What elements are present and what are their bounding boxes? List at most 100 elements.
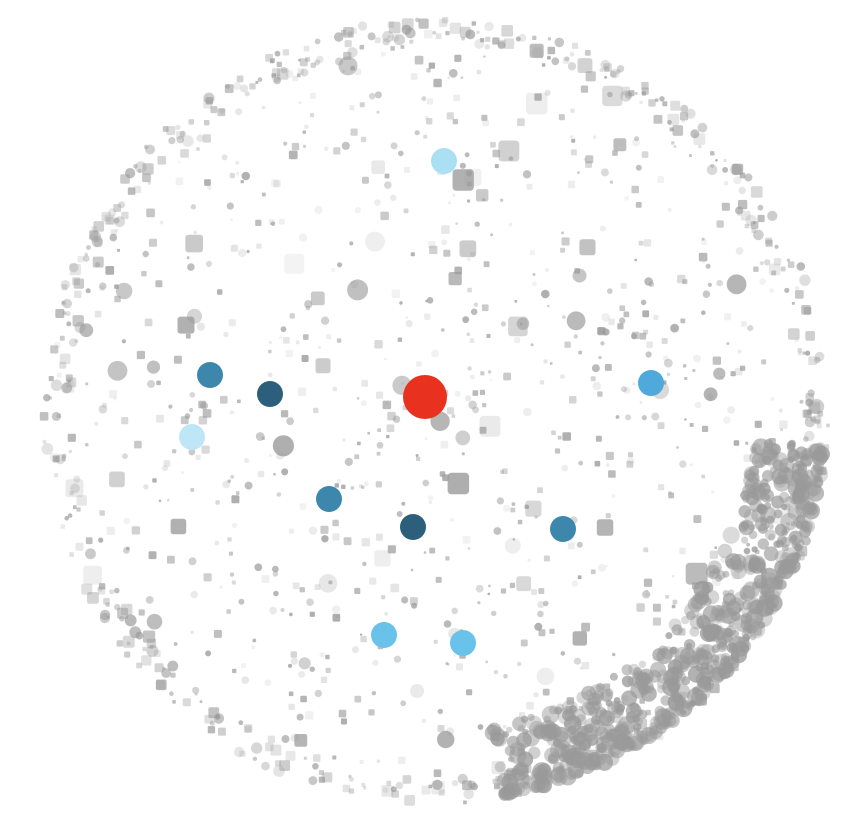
- highlighted-node[interactable]: [431, 148, 457, 174]
- background-node: [720, 376, 725, 380]
- background-node: [767, 522, 774, 530]
- background-node: [596, 742, 607, 754]
- background-node: [332, 533, 340, 541]
- background-node: [694, 401, 702, 409]
- background-node: [455, 222, 459, 225]
- background-node: [786, 522, 790, 526]
- background-node: [404, 795, 415, 806]
- background-node: [361, 538, 370, 547]
- background-node: [719, 605, 732, 619]
- background-node: [598, 356, 602, 360]
- background-node: [702, 605, 720, 622]
- background-node: [395, 781, 404, 790]
- background-node: [477, 724, 484, 730]
- highlighted-node[interactable]: [450, 630, 476, 656]
- background-node: [680, 104, 689, 113]
- background-node: [235, 171, 240, 176]
- background-node: [332, 386, 337, 392]
- background-node: [730, 651, 740, 661]
- background-node: [613, 138, 627, 152]
- highlighted-nodes: [179, 148, 664, 656]
- background-node: [461, 36, 465, 41]
- background-node: [192, 686, 200, 694]
- background-node: [261, 192, 266, 197]
- background-node: [146, 613, 163, 630]
- background-node: [475, 584, 484, 593]
- background-node: [564, 341, 571, 348]
- background-node: [170, 518, 187, 535]
- highlighted-node[interactable]: [197, 362, 223, 388]
- background-node: [337, 479, 342, 484]
- background-node: [577, 58, 593, 73]
- background-node: [115, 228, 119, 233]
- background-node: [321, 535, 329, 543]
- background-node: [667, 119, 672, 125]
- background-node: [320, 676, 328, 683]
- background-node: [484, 21, 494, 32]
- background-node: [480, 38, 485, 43]
- background-node: [653, 314, 659, 320]
- background-node: [702, 290, 711, 299]
- background-node: [207, 726, 216, 734]
- background-node: [470, 308, 478, 316]
- background-node: [282, 49, 290, 56]
- background-node: [621, 86, 630, 96]
- background-node: [511, 502, 516, 506]
- background-node: [393, 34, 406, 46]
- background-node: [335, 57, 344, 66]
- background-node: [215, 500, 220, 505]
- background-node: [84, 252, 89, 257]
- background-node: [123, 517, 131, 525]
- background-node: [757, 538, 769, 550]
- background-node: [470, 782, 479, 791]
- background-node: [481, 114, 488, 121]
- background-node: [671, 604, 676, 609]
- background-node: [187, 263, 195, 271]
- background-node: [354, 454, 360, 460]
- background-node: [549, 628, 555, 634]
- background-node: [238, 248, 247, 258]
- background-node: [714, 546, 717, 549]
- highlighted-node[interactable]: [257, 381, 283, 407]
- background-node: [359, 44, 365, 50]
- background-node: [503, 504, 511, 513]
- background-node: [814, 356, 821, 364]
- highlighted-node[interactable]: [638, 370, 664, 396]
- background-node: [536, 667, 555, 686]
- background-node: [724, 181, 729, 186]
- background-node: [536, 764, 547, 775]
- background-node: [479, 389, 486, 395]
- background-node: [158, 499, 162, 503]
- background-node: [314, 205, 323, 214]
- background-node: [732, 163, 744, 175]
- background-node: [628, 735, 643, 751]
- highlighted-node[interactable]: [316, 486, 342, 512]
- highlighted-node[interactable]: [371, 622, 397, 648]
- background-node: [701, 239, 707, 245]
- background-node: [396, 511, 403, 517]
- background-node: [633, 670, 644, 680]
- background-node: [428, 500, 432, 504]
- background-node: [552, 762, 565, 774]
- background-node: [605, 463, 610, 467]
- background-node: [207, 185, 212, 190]
- background-node: [644, 731, 655, 742]
- background-node: [652, 648, 666, 662]
- highlighted-node[interactable]: [179, 424, 205, 450]
- background-node: [241, 663, 246, 669]
- background-node: [390, 46, 395, 51]
- background-node: [625, 414, 632, 421]
- background-node: [369, 577, 377, 585]
- background-node: [261, 575, 270, 583]
- background-node: [516, 317, 530, 331]
- background-node: [461, 452, 465, 456]
- background-node: [735, 247, 744, 255]
- background-node: [572, 709, 586, 723]
- highlighted-node[interactable]: [400, 514, 426, 540]
- focus-node[interactable]: [403, 375, 447, 419]
- background-node: [117, 248, 120, 252]
- highlighted-node[interactable]: [550, 516, 576, 542]
- background-node: [241, 171, 251, 181]
- background-node: [441, 328, 445, 332]
- background-node: [620, 283, 627, 289]
